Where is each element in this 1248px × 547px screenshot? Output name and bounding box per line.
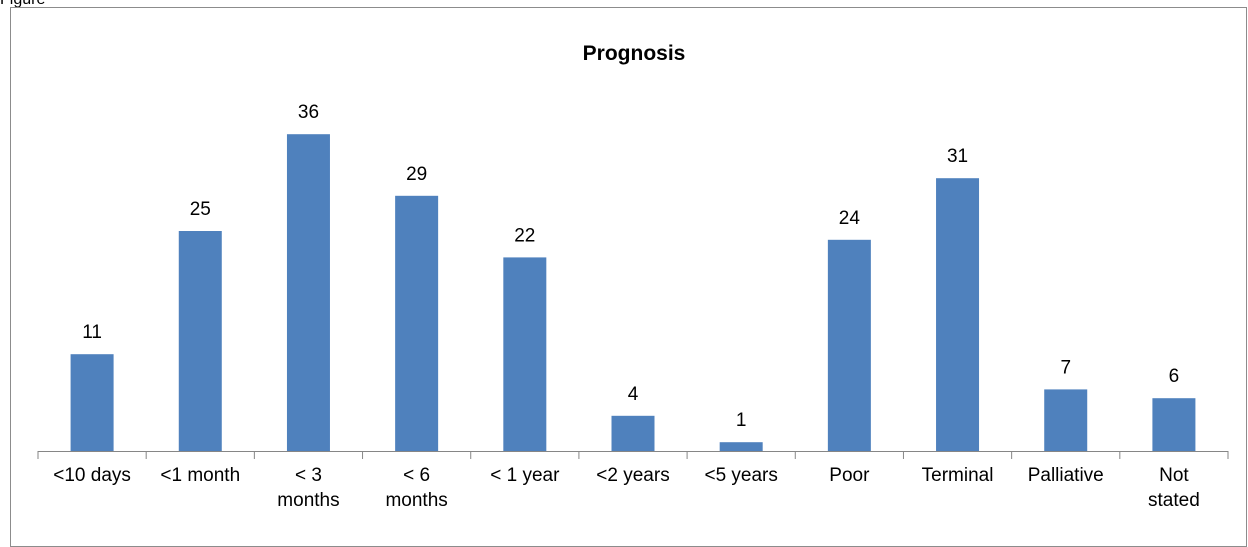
bar [611,415,655,451]
bar-value-label: 1 [736,410,747,431]
x-tick-label: <5 years [704,465,777,486]
bar [178,231,222,451]
figure-label: Figure [0,0,45,9]
bar-value-label: 4 [628,384,639,405]
x-tick-label: < 3 months [277,465,339,511]
x-tick-label: < 1 year [490,465,560,486]
x-tick-label: Palliative [1028,465,1104,486]
bar-value-label: 22 [514,225,535,246]
bar-value-label: 11 [82,322,102,343]
bar [503,257,547,451]
bar [1044,389,1088,451]
bar [286,134,330,451]
bar [395,195,439,451]
chart-title: Prognosis [583,42,686,65]
bar [719,442,763,451]
bar [827,239,871,451]
bar-value-label: 25 [190,199,211,220]
x-tick-label: Terminal [922,465,994,486]
bar [1152,398,1196,451]
bar-value-label: 6 [1169,366,1180,387]
bar-value-label: 29 [406,164,427,185]
x-tick-label: <2 years [596,465,669,486]
bar-value-label: 36 [298,102,319,123]
bars-group [70,134,1196,451]
x-tick-labels-group: <10 days <1 month < 3 months < 6 months < 1 ye… [53,465,1200,511]
x-tick-label: <1 month [160,465,240,486]
bar-value-label: 24 [839,208,861,229]
bar-value-label: 31 [947,146,968,167]
value-labels-group: 11 25 36 29 22 4 1 24 31 7 6 [82,102,1179,431]
x-tick-label: Poor [829,465,870,486]
bar [936,178,980,451]
bar-value-label: 7 [1060,357,1071,378]
x-tick-label: < 6 months [385,465,447,511]
x-tick-label: <10 days [53,465,131,486]
x-ticks-group [37,451,1229,459]
x-tick-label: Not stated [1148,465,1200,511]
bar [70,354,114,451]
